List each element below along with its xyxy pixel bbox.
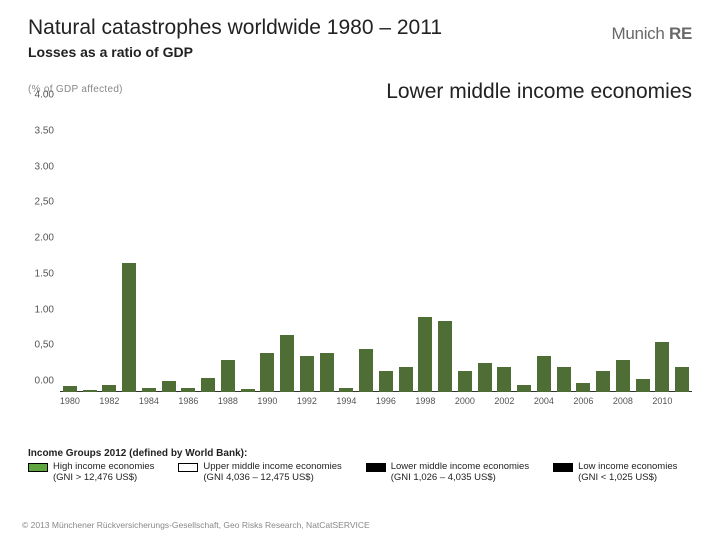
x-tick-label: 1992 xyxy=(297,392,317,406)
y-tick-label: 4.00 xyxy=(35,90,60,101)
bar xyxy=(221,360,235,392)
y-tick-label: 3.50 xyxy=(35,125,60,136)
legend-text: Upper middle income economies(GNI 4,036 … xyxy=(203,462,341,484)
x-tick-label: 2006 xyxy=(573,392,593,406)
x-tick-label: 1982 xyxy=(99,392,119,406)
y-tick-label: 0.00 xyxy=(35,376,60,387)
y-tick-label: 1.50 xyxy=(35,268,60,279)
bar xyxy=(576,383,590,392)
header-left: Natural catastrophes worldwide 1980 – 20… xyxy=(28,16,612,60)
x-tick-label: 1986 xyxy=(178,392,198,406)
bar xyxy=(162,381,176,392)
bar xyxy=(497,367,511,392)
x-tick-label: 2002 xyxy=(494,392,514,406)
bar xyxy=(557,367,571,392)
bar xyxy=(418,317,432,392)
legend-swatch xyxy=(366,463,386,472)
bar xyxy=(517,385,531,392)
x-tick-label: 1994 xyxy=(336,392,356,406)
x-tick-label: 2004 xyxy=(534,392,554,406)
legend-sublabel: (GNI 1,026 – 4,035 US$) xyxy=(391,473,529,484)
bar xyxy=(596,371,610,392)
legend-sublabel: (GNI > 12,476 US$) xyxy=(53,473,154,484)
x-tick-label: 1996 xyxy=(376,392,396,406)
bar xyxy=(102,385,116,392)
bar xyxy=(655,342,669,392)
legend-item: High income economies(GNI > 12,476 US$) xyxy=(28,462,154,484)
legend-sublabel: (GNI 4,036 – 12,475 US$) xyxy=(203,473,341,484)
brand-logo: Munich RE xyxy=(612,16,692,44)
bar xyxy=(280,335,294,392)
bar xyxy=(616,360,630,392)
legend-swatch xyxy=(178,463,198,472)
legend-text: Lower middle income economies(GNI 1,026 … xyxy=(391,462,529,484)
legend-item: Lower middle income economies(GNI 1,026 … xyxy=(366,462,529,484)
bar xyxy=(636,379,650,392)
legend-text: Low income economies(GNI < 1,025 US$) xyxy=(578,462,677,484)
x-tick-label: 2000 xyxy=(455,392,475,406)
legend-text: High income economies(GNI > 12,476 US$) xyxy=(53,462,154,484)
bar xyxy=(537,356,551,392)
bar xyxy=(201,378,215,392)
x-tick-label: 2008 xyxy=(613,392,633,406)
legend-swatch xyxy=(28,463,48,472)
x-tick-label: 1990 xyxy=(257,392,277,406)
chart-category-title: Lower middle income economies xyxy=(386,80,692,104)
bar xyxy=(379,371,393,392)
header: Natural catastrophes worldwide 1980 – 20… xyxy=(0,0,720,66)
legend-item: Upper middle income economies(GNI 4,036 … xyxy=(178,462,341,484)
bar xyxy=(675,367,689,392)
y-tick-label: 3.00 xyxy=(35,161,60,172)
bar xyxy=(478,363,492,392)
bar xyxy=(458,371,472,392)
footer-copyright: © 2013 Münchener Rückversicherungs-Gesel… xyxy=(22,520,370,530)
x-tick-label: 1980 xyxy=(60,392,80,406)
bar xyxy=(122,263,136,392)
bar xyxy=(359,349,373,392)
bar xyxy=(399,367,413,392)
legend-sublabel: (GNI < 1,025 US$) xyxy=(578,473,677,484)
legend-item: Low income economies(GNI < 1,025 US$) xyxy=(553,462,677,484)
bar xyxy=(83,390,97,392)
x-tick-label: 2010 xyxy=(652,392,672,406)
bar xyxy=(241,389,255,392)
chart-area: (% of GDP affected) Lower middle income … xyxy=(28,84,692,414)
y-tick-label: 2.00 xyxy=(35,233,60,244)
bar xyxy=(438,321,452,393)
page-subtitle: Losses as a ratio of GDP xyxy=(28,44,612,60)
logo-bold: RE xyxy=(669,24,692,43)
legend-row: High income economies(GNI > 12,476 US$) U… xyxy=(28,462,692,484)
y-tick-label: 2,50 xyxy=(35,197,60,208)
x-tick-label: 1984 xyxy=(139,392,159,406)
chart-plot: 0.000,501.001.502.002,503.003.504.001980… xyxy=(60,106,692,392)
x-tick-label: 1988 xyxy=(218,392,238,406)
bar xyxy=(260,353,274,392)
legend-title: Income Groups 2012 (defined by World Ban… xyxy=(28,448,692,459)
x-tick-label: 1998 xyxy=(415,392,435,406)
bar xyxy=(320,353,334,392)
page-title: Natural catastrophes worldwide 1980 – 20… xyxy=(28,16,612,40)
y-tick-label: 0,50 xyxy=(35,340,60,351)
legend: Income Groups 2012 (defined by World Ban… xyxy=(28,448,692,484)
bar xyxy=(300,356,314,392)
legend-swatch xyxy=(553,463,573,472)
logo-prefix: Munich xyxy=(612,24,669,43)
y-tick-label: 1.00 xyxy=(35,304,60,315)
